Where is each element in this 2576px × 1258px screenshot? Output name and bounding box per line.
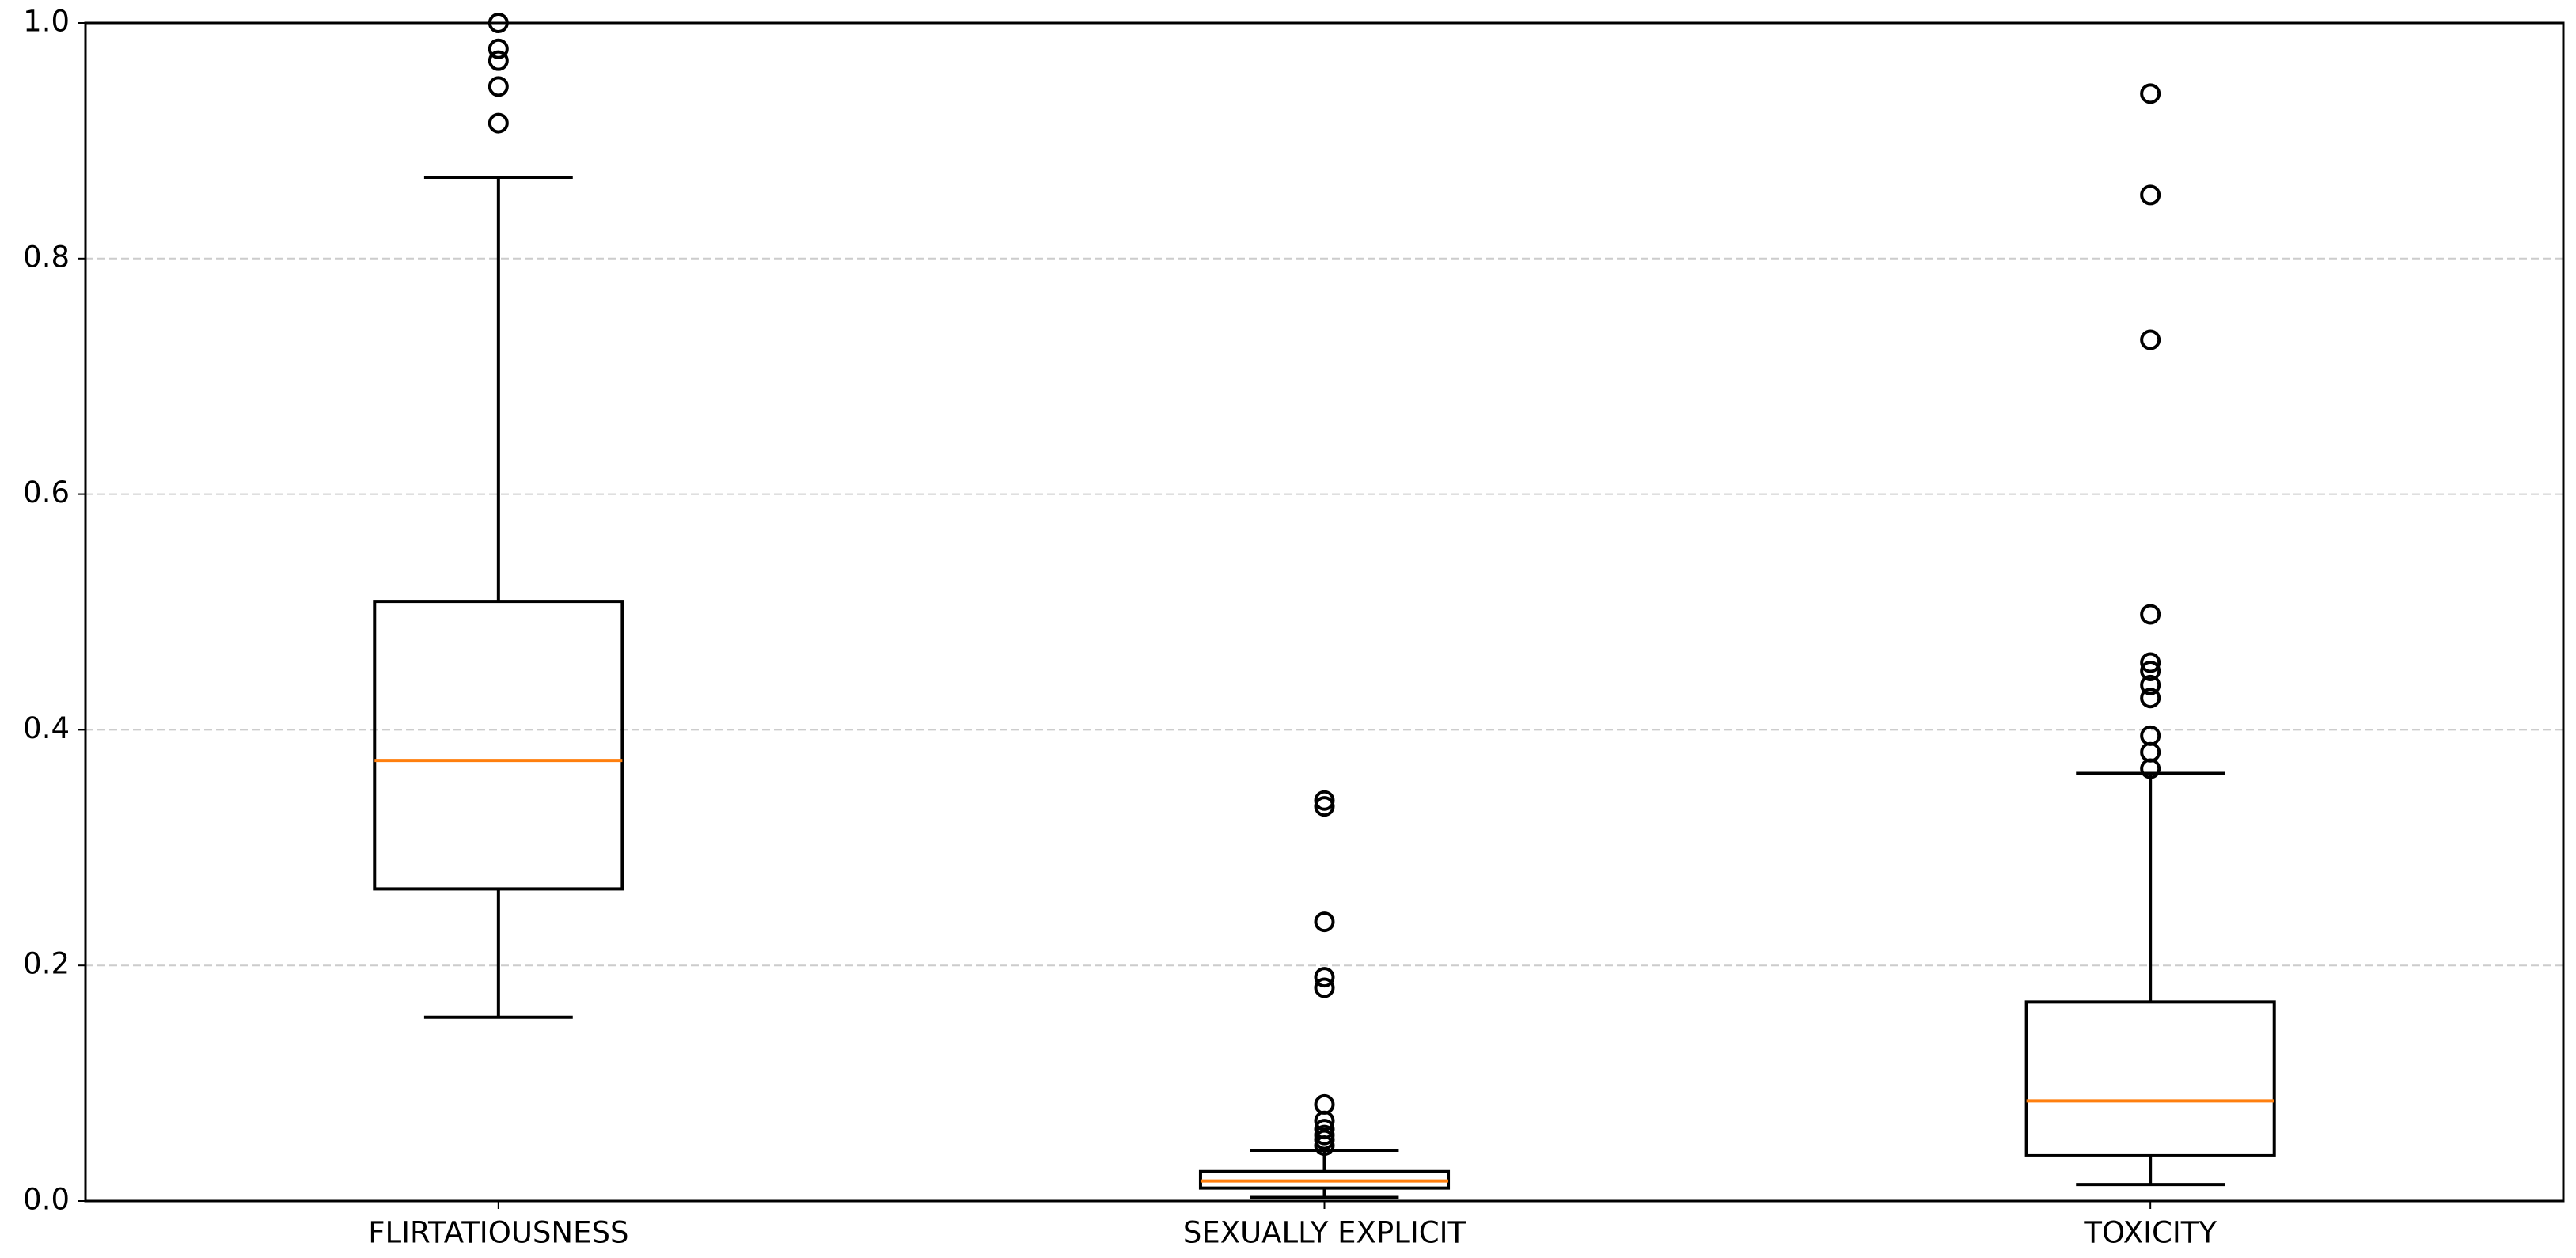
outlier (2140, 83, 2161, 104)
outlier (2140, 329, 2161, 350)
y-tick-label: 0.6 (23, 476, 70, 510)
box (373, 600, 624, 891)
outlier (1314, 1135, 1335, 1157)
plot-frame (84, 21, 2565, 1203)
outlier (2140, 604, 2161, 625)
outlier (488, 76, 509, 97)
outlier (2140, 758, 2161, 779)
outlier (488, 50, 509, 71)
outlier (1314, 967, 1335, 988)
outlier (1314, 790, 1335, 811)
outlier (1314, 796, 1335, 817)
y-tick-label: 0.8 (23, 240, 70, 274)
outlier (2140, 674, 2161, 695)
y-tick-label: 1.0 (23, 5, 70, 39)
outlier (2140, 652, 2161, 673)
outlier (2140, 741, 2161, 763)
outlier (1314, 977, 1335, 998)
outlier (1314, 1093, 1335, 1115)
box (2024, 1000, 2276, 1157)
outlier (2140, 184, 2161, 206)
outlier (2140, 660, 2161, 681)
outlier (1314, 911, 1335, 933)
outlier (2140, 688, 2161, 709)
y-tick-label: 0.2 (23, 947, 70, 981)
y-tick-label: 0.0 (23, 1183, 70, 1217)
outlier (1314, 1129, 1335, 1150)
outlier (488, 112, 509, 134)
y-tick-label: 0.4 (23, 711, 70, 745)
x-tick-label: FLIRTATIOUSNESS (368, 1216, 628, 1250)
outlier (488, 38, 509, 59)
x-tick-label: TOXICITY (2083, 1216, 2217, 1250)
x-tick-label: SEXUALLY EXPLICIT (1183, 1216, 1466, 1250)
outlier (2140, 725, 2161, 746)
